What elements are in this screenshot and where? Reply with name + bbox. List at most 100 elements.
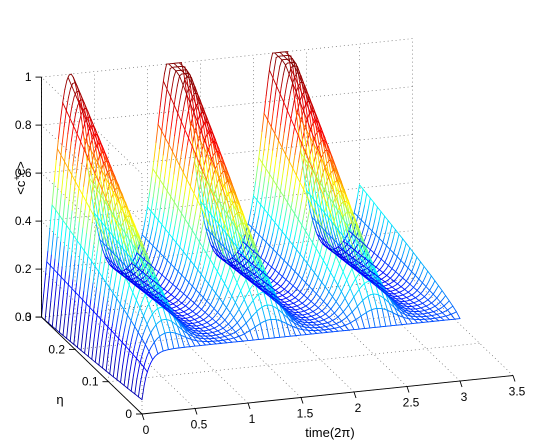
mesh-line-constant-time	[106, 162, 112, 172]
mesh-line-constant-eta	[274, 210, 278, 224]
mesh-line-constant-eta	[244, 227, 248, 237]
mesh-line-constant-time	[109, 287, 114, 294]
mesh-line-constant-time	[158, 301, 163, 306]
mesh-line-constant-eta	[114, 298, 118, 312]
mesh-line-constant-eta	[195, 171, 199, 189]
mesh-line-constant-eta	[57, 165, 61, 189]
mesh-line-constant-eta	[330, 238, 334, 246]
mesh-line-constant-eta	[334, 308, 338, 313]
mesh-line-constant-eta	[322, 171, 326, 187]
mesh-line-constant-eta	[223, 195, 227, 210]
mesh-line-constant-eta	[306, 214, 310, 227]
mesh-line-constant-eta	[240, 325, 244, 329]
mesh-line-constant-eta	[390, 304, 394, 308]
mesh-line-constant-eta	[293, 91, 297, 111]
mesh-line-constant-eta	[167, 267, 171, 274]
mesh-line-constant-eta	[121, 215, 125, 228]
mesh-line-constant-eta	[298, 148, 302, 163]
mesh-line-constant-eta	[73, 215, 77, 236]
mesh-line-constant-eta	[89, 222, 93, 240]
mesh-line-constant-time	[96, 221, 101, 229]
mesh-line-constant-eta	[50, 279, 54, 302]
mesh-line-constant-time	[122, 248, 128, 254]
mesh-line-constant-eta	[182, 299, 186, 303]
mesh-line-constant-eta	[255, 238, 259, 247]
mesh-line-constant-time	[217, 311, 222, 317]
mesh-line-constant-eta	[206, 133, 210, 149]
mesh-line-constant-eta	[203, 289, 207, 296]
gridline	[94, 311, 196, 409]
mesh-line-constant-time	[132, 236, 137, 247]
mesh-line-constant-eta	[186, 292, 190, 298]
mesh-line-constant-time	[116, 298, 121, 305]
mesh-line-constant-time	[125, 277, 130, 286]
mesh-line-constant-time	[150, 332, 155, 343]
mesh-line-constant-time	[165, 298, 170, 302]
mesh-line-constant-eta	[238, 221, 242, 234]
mesh-line-constant-time	[140, 279, 145, 283]
mesh-line-constant-eta	[180, 171, 184, 188]
mesh-line-constant-time	[66, 224, 71, 231]
mesh-line-constant-time	[67, 76, 73, 87]
mesh-line-constant-time	[98, 271, 103, 278]
mesh-line-constant-eta	[231, 225, 235, 238]
mesh-line-constant-time	[179, 290, 185, 295]
mesh-line-constant-time	[75, 291, 80, 297]
mesh-line-constant-time	[197, 321, 203, 326]
mesh-line-constant-eta	[170, 208, 174, 223]
mesh-line-constant-time	[82, 299, 87, 305]
mesh-line-constant-eta	[104, 176, 109, 192]
mesh-line-constant-time	[136, 276, 142, 281]
mesh-line-constant-eta	[111, 175, 115, 187]
mesh-line-constant-time	[172, 315, 178, 320]
mesh-line-constant-eta	[413, 284, 417, 288]
mesh-line-constant-time	[101, 221, 106, 228]
mesh-line-constant-eta	[387, 260, 391, 266]
mesh-line-constant-time	[134, 326, 139, 333]
mesh-line-constant-eta	[185, 268, 189, 277]
mesh-line-constant-time	[222, 302, 227, 309]
mesh-line-constant-time	[146, 323, 152, 334]
mesh-line-constant-eta	[329, 184, 333, 199]
mesh-line-constant-time	[210, 335, 215, 339]
mesh-line-constant-eta	[103, 246, 108, 255]
mesh-line-constant-eta	[288, 230, 292, 242]
mesh-line-constant-eta	[420, 290, 424, 295]
mesh-line-constant-eta	[197, 187, 201, 202]
mesh-line-constant-eta	[152, 252, 156, 261]
mesh-line-constant-eta	[213, 149, 217, 164]
mesh-line-constant-time	[176, 318, 181, 323]
mesh-line-constant-eta	[62, 314, 66, 336]
mesh-line-constant-eta	[278, 309, 282, 313]
mesh-line-constant-eta	[408, 258, 412, 266]
mesh-line-constant-eta	[166, 233, 170, 245]
mesh-line-constant-eta	[294, 288, 298, 293]
mesh-line-constant-eta	[306, 274, 310, 281]
mesh-line-constant-eta	[154, 308, 158, 312]
mesh-line-constant-eta	[204, 309, 208, 313]
mesh-line-constant-eta	[105, 352, 109, 372]
mesh-line-constant-eta	[346, 230, 350, 237]
mesh-line-constant-eta	[212, 225, 216, 236]
mesh-line-constant-time	[128, 268, 133, 273]
mesh-line-constant-eta	[235, 260, 239, 267]
mesh-line-constant-time	[204, 326, 210, 331]
mesh-line-constant-eta	[209, 318, 213, 321]
mesh-line-constant-eta	[109, 223, 113, 236]
mesh-line-constant-time	[195, 325, 201, 329]
mesh-line-constant-eta	[250, 195, 254, 209]
mesh-line-constant-eta	[206, 315, 210, 318]
mesh-line-constant-eta	[147, 334, 151, 340]
mesh-line-constant-eta	[291, 188, 295, 203]
mesh-line-constant-eta	[175, 293, 179, 297]
mesh-line-constant-time	[147, 206, 152, 212]
mesh-line-constant-eta	[305, 241, 309, 252]
mesh-line-constant-eta	[117, 233, 121, 245]
mesh-line-constant-eta	[231, 304, 235, 310]
mesh-line-constant-eta	[99, 228, 103, 240]
mesh-line-constant-eta	[347, 287, 351, 293]
mesh-line-constant-eta	[378, 211, 382, 223]
mesh-line-constant-time	[99, 239, 104, 244]
mesh-line-constant-eta	[319, 281, 323, 288]
mesh-line-constant-eta	[323, 146, 327, 160]
